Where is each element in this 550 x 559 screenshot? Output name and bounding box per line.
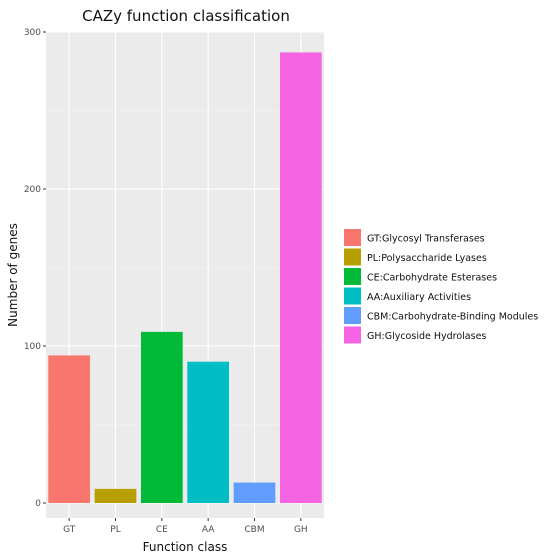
bar-gt: [48, 355, 91, 503]
minor-gridlines: [46, 110, 324, 425]
x-tick-label: CE: [156, 525, 168, 535]
x-axis-ticks: GT PL CE AA CBM GH: [63, 518, 308, 535]
y-axis-title: Number of genes: [6, 223, 20, 327]
legend-key: [344, 287, 361, 305]
legend-label: CE:Carbohydrate Esterases: [367, 273, 497, 284]
legend-key: [344, 326, 361, 344]
legend-label: GT:Glycosyl Transferases: [367, 234, 485, 245]
legend: GT:Glycosyl Transferases PL:Polysaccharid…: [344, 229, 538, 344]
legend-label: GH:Glycoside Hydrolases: [367, 331, 486, 342]
x-tick-label: AA: [202, 525, 215, 535]
legend-key: [344, 268, 361, 285]
x-tick-label: CBM: [244, 525, 264, 535]
legend-label: PL:Polysaccharide Lyases: [367, 253, 487, 264]
bar-pl: [94, 488, 137, 503]
legend-key: [344, 248, 361, 266]
bar-aa: [187, 361, 230, 503]
bars: [48, 52, 322, 503]
x-tick-label: GH: [294, 525, 308, 535]
x-tick-label: PL: [110, 525, 120, 535]
y-tick-label: 200: [24, 185, 41, 195]
legend-key: [344, 229, 361, 246]
plot-panel: [46, 32, 324, 518]
x-tick-label: GT: [63, 525, 76, 535]
bar-ce: [140, 331, 183, 503]
legend-label: CBM:Carbohydrate-Binding Modules: [367, 312, 538, 323]
chart-title: CAZy function classification: [82, 7, 290, 25]
y-tick-label: 0: [35, 499, 41, 509]
bar-gh: [279, 52, 322, 503]
y-tick-label: 100: [24, 342, 41, 352]
legend-key: [344, 307, 361, 324]
bar-cbm: [233, 482, 276, 503]
x-axis-title: Function class: [143, 540, 228, 554]
legend-label: AA:Auxiliary Activities: [367, 292, 471, 303]
y-tick-label: 300: [24, 28, 41, 38]
y-axis-ticks: 0 100 200 300: [24, 28, 46, 509]
